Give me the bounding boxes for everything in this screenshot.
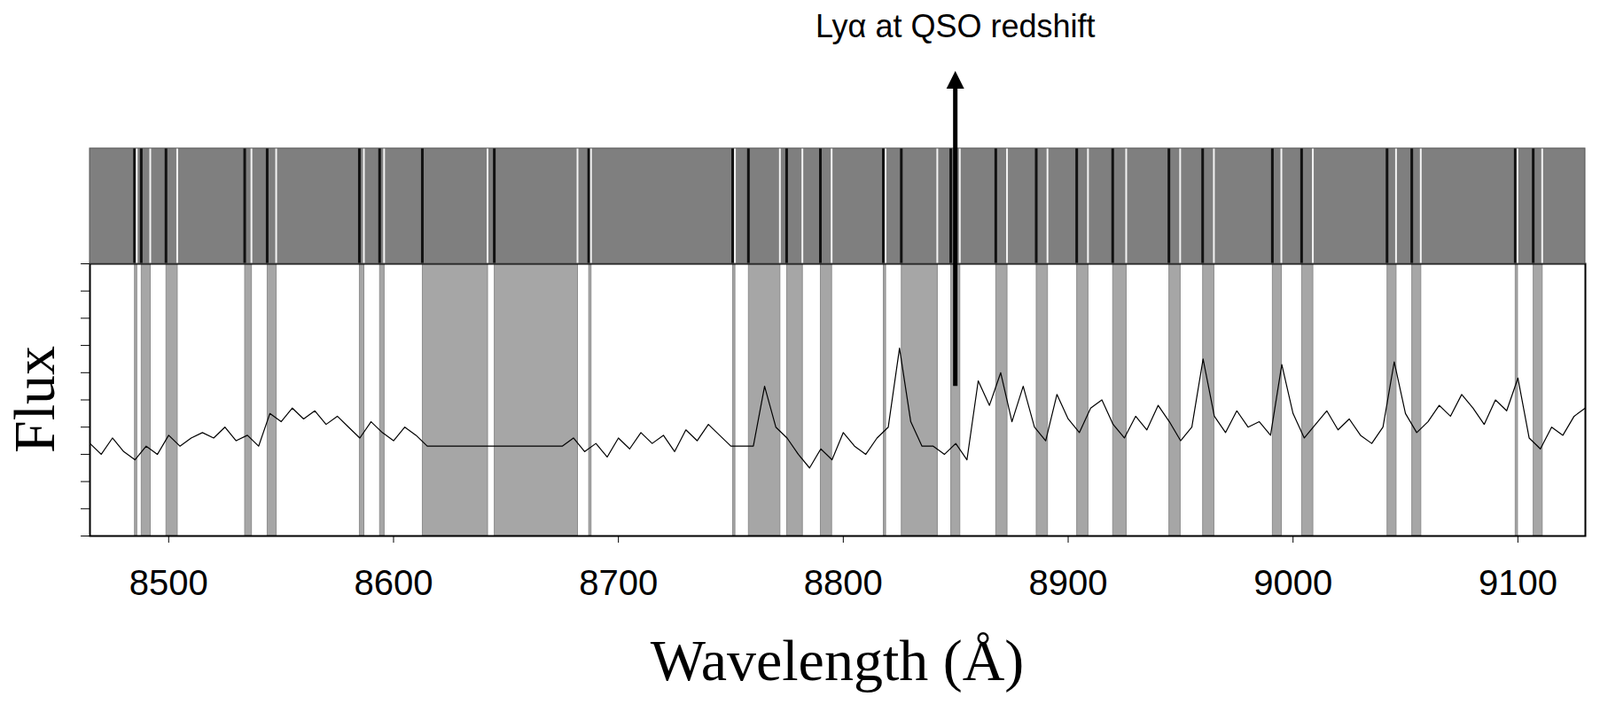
svg-text:8800: 8800 — [803, 562, 883, 602]
svg-text:8500: 8500 — [129, 562, 209, 602]
svg-text:8600: 8600 — [353, 562, 433, 602]
svg-text:Wavelength (Å): Wavelength (Å) — [650, 627, 1025, 694]
svg-text:8700: 8700 — [578, 562, 658, 602]
svg-text:9000: 9000 — [1253, 562, 1333, 602]
svg-text:9100: 9100 — [1478, 562, 1558, 602]
svg-text:8900: 8900 — [1029, 562, 1109, 602]
svg-text:Lyα at QSO redshift: Lyα at QSO redshift — [815, 7, 1096, 45]
svg-text:Flux: Flux — [1, 345, 67, 453]
